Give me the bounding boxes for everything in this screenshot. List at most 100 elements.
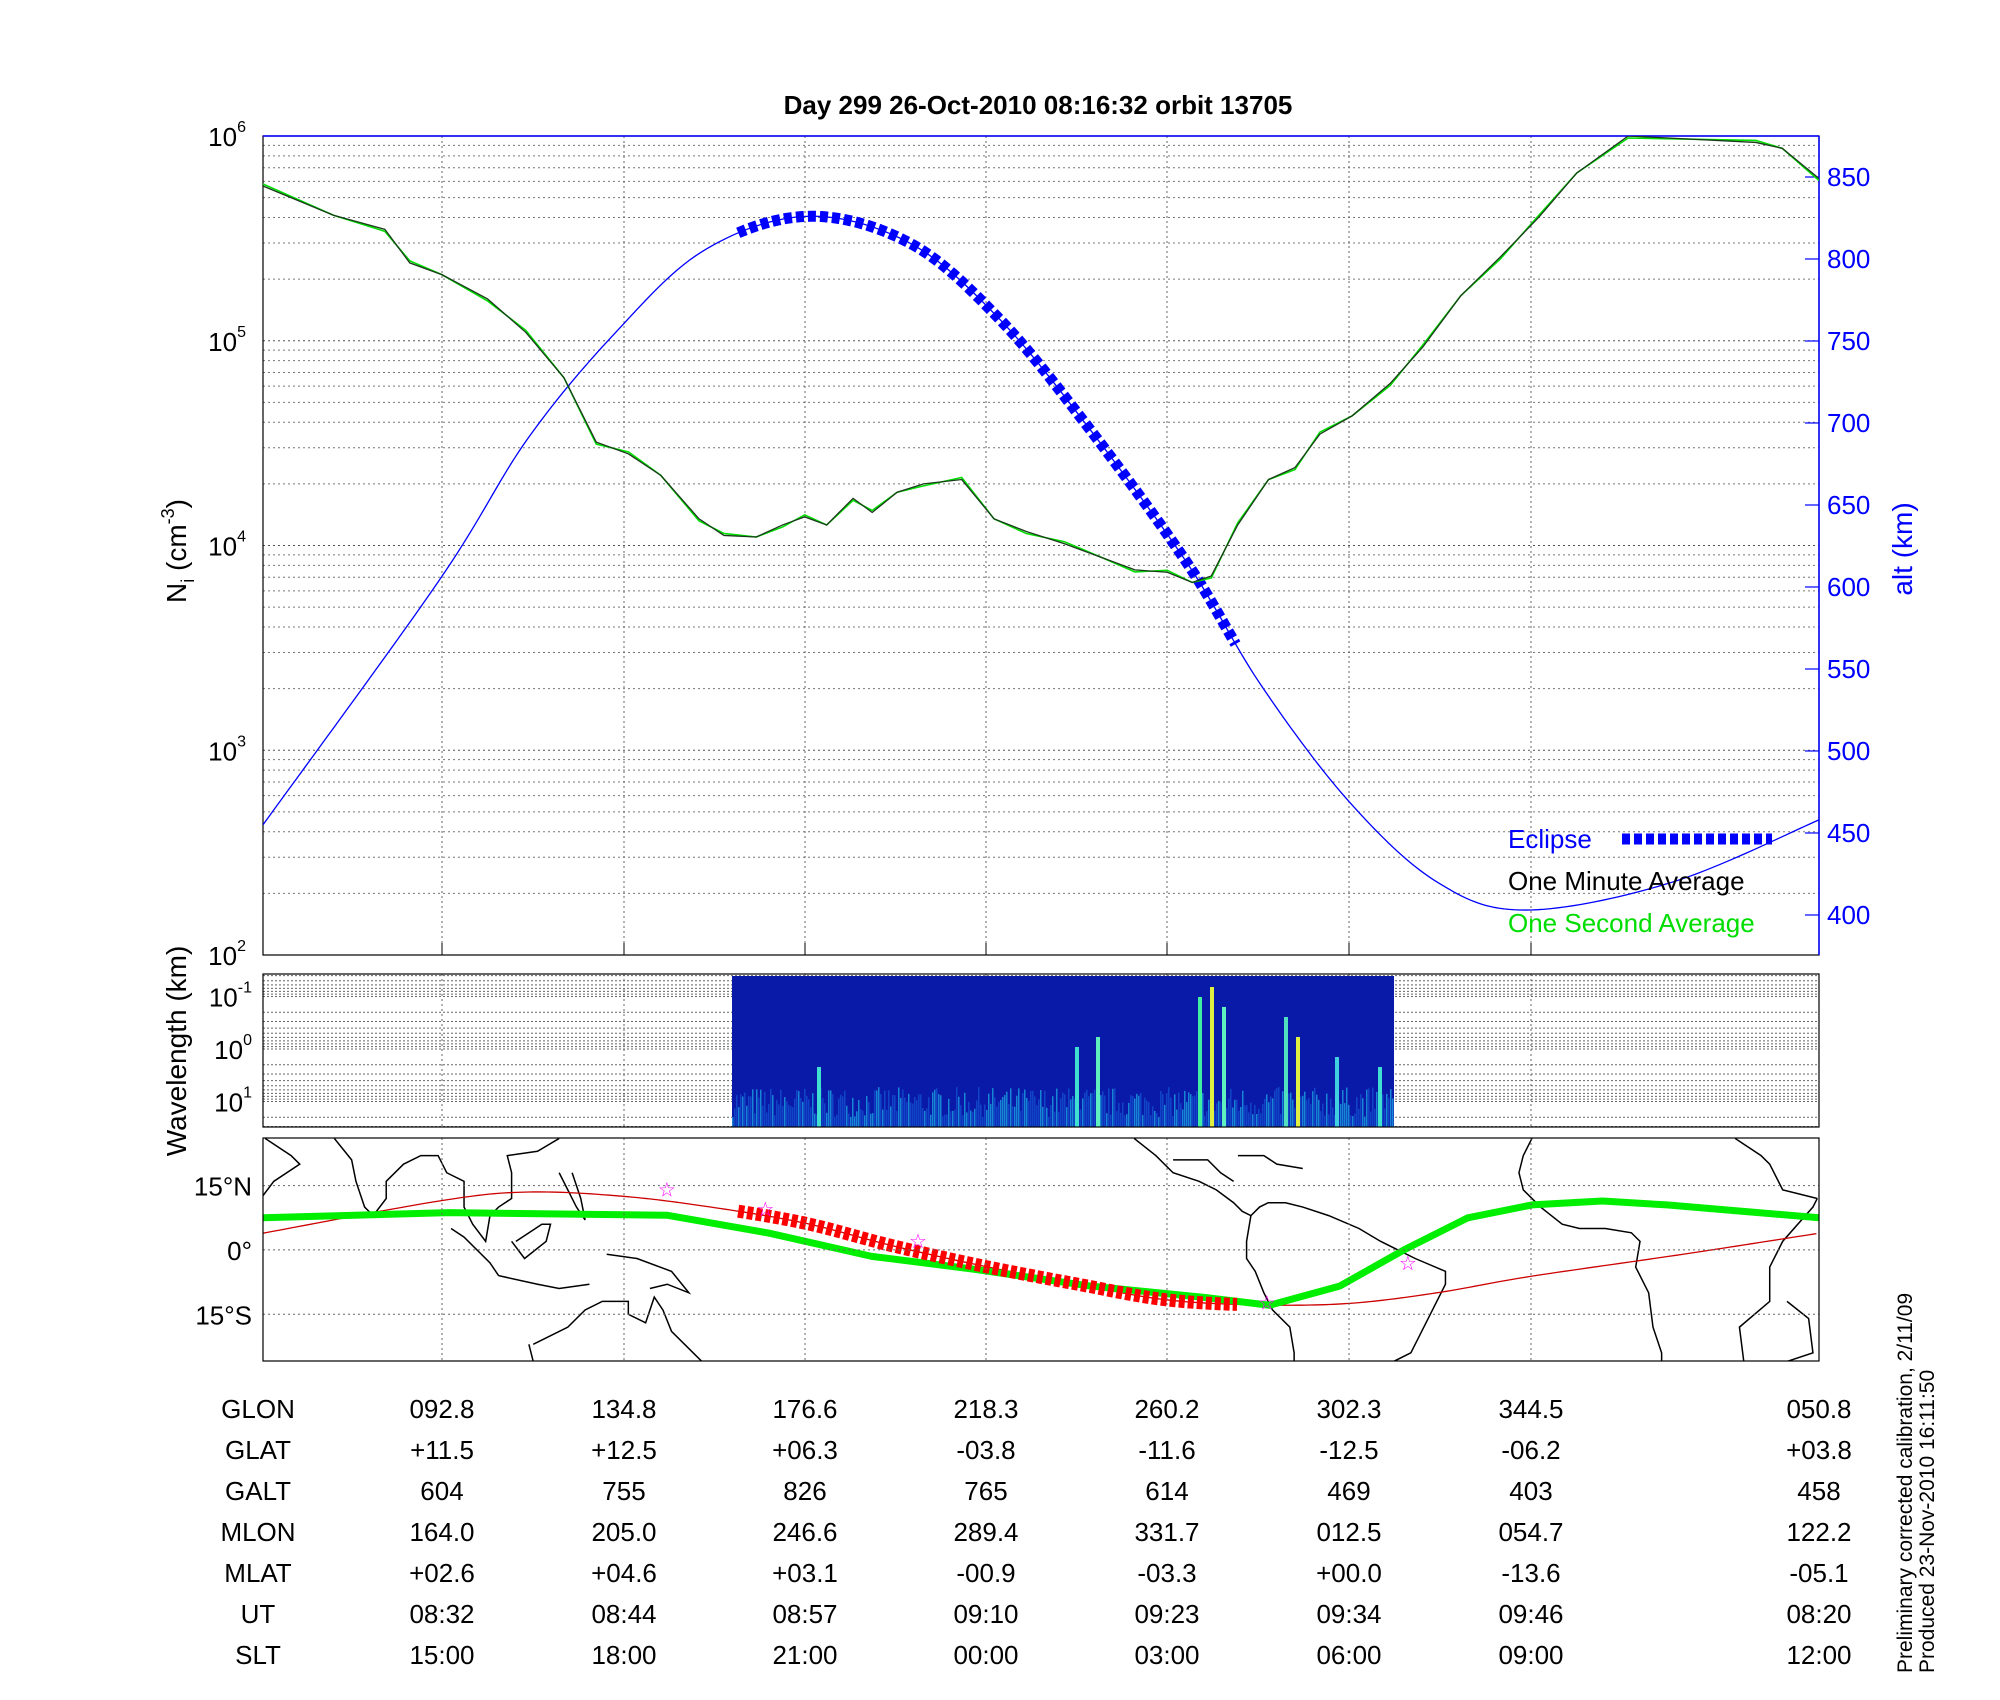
table-cell: 302.3	[1316, 1394, 1381, 1424]
spectrogram-column	[1034, 1096, 1036, 1127]
spectrogram-column	[900, 1098, 902, 1127]
tick-base: 10	[214, 1035, 243, 1065]
spectrogram-column	[784, 1097, 786, 1127]
spectrogram-column	[1234, 1099, 1236, 1127]
spectrogram-column	[854, 1116, 856, 1127]
spectrogram-column	[1048, 1116, 1050, 1127]
spectrogram-column	[1148, 1102, 1150, 1127]
spectrogram-column	[922, 1108, 924, 1127]
spectrogram-column	[1090, 1093, 1092, 1127]
spectrogram-column	[760, 1089, 762, 1127]
spectrogram-column	[1104, 1095, 1106, 1127]
y-tick-label: 103	[208, 733, 246, 766]
spectrogram-column	[1208, 1099, 1210, 1127]
table-cell: 260.2	[1134, 1394, 1199, 1424]
calibration-note: Preliminary corrected calibration, 2/11/…	[1894, 1293, 1917, 1673]
spectrogram-column	[904, 1097, 906, 1127]
spectrogram-column	[1262, 1103, 1264, 1127]
y-tick-label: 106	[208, 119, 246, 152]
table-cell: -06.2	[1501, 1435, 1560, 1465]
spectrogram-column	[1054, 1111, 1056, 1127]
row-label: GALT	[225, 1476, 291, 1506]
y2-tick-label: 850	[1827, 162, 1870, 192]
spectrogram-column	[838, 1098, 840, 1127]
legend-eclipse-label: Eclipse	[1508, 824, 1592, 854]
table-cell: 09:46	[1498, 1599, 1563, 1629]
table-row: GALT 604 755 826 765 614 469 403 458	[225, 1476, 1841, 1506]
spectrogram-column	[1252, 1114, 1254, 1127]
table-cell: 344.5	[1498, 1394, 1563, 1424]
spectrogram-column	[1004, 1095, 1006, 1127]
spectrogram-column	[1206, 1111, 1208, 1127]
table-cell: 403	[1509, 1476, 1552, 1506]
spectrogram-burst	[1096, 1037, 1100, 1127]
tick-base: 10	[214, 1088, 243, 1118]
spectrogram-column	[1360, 1094, 1362, 1127]
spectrogram-column	[1344, 1103, 1346, 1127]
spectrogram-column	[956, 1087, 958, 1127]
spectrogram-column	[1086, 1089, 1088, 1127]
spectrogram-column	[1248, 1112, 1250, 1127]
spectrogram-column	[828, 1090, 830, 1127]
spectrogram-column	[736, 1095, 738, 1127]
spectrogram-column	[1026, 1097, 1028, 1127]
spectrogram-column	[1182, 1109, 1184, 1127]
tick-exponent: 0	[243, 1032, 252, 1049]
spectrogram-column	[918, 1094, 920, 1127]
spectrogram-column	[1340, 1104, 1342, 1127]
spectrogram-column	[1144, 1097, 1146, 1127]
spectrogram-column	[1106, 1113, 1108, 1127]
spectrogram-column	[1146, 1100, 1148, 1127]
coastline	[1133, 1138, 1447, 1361]
table-cell: 331.7	[1134, 1517, 1199, 1547]
table-cell: 012.5	[1316, 1517, 1381, 1547]
table-row: GLAT +11.5 +12.5 +06.3 -03.8 -11.6 -12.5 -06.2 +…	[225, 1435, 1852, 1465]
spectrogram-column	[936, 1088, 938, 1127]
row-label: MLAT	[224, 1558, 292, 1588]
spectrogram-column	[1236, 1099, 1238, 1127]
spectrogram-column	[768, 1104, 770, 1127]
spectrogram-column	[1358, 1108, 1360, 1127]
spectrogram-column	[808, 1099, 810, 1127]
spectrogram-column	[1180, 1103, 1182, 1127]
spectrogram-column	[938, 1094, 940, 1127]
spectrogram-column	[1042, 1106, 1044, 1127]
spectrogram-column	[1108, 1088, 1110, 1127]
spectrogram-column	[972, 1111, 974, 1127]
spectrogram-column	[1388, 1098, 1390, 1127]
spectrogram-column	[1014, 1106, 1016, 1127]
spectrogram-column	[1088, 1096, 1090, 1127]
table-row: SLT 15:00 18:00 21:00 00:00 03:00 06:00 09:00 12…	[235, 1640, 1851, 1670]
spectrogram-column	[888, 1090, 890, 1127]
spectrogram-column	[836, 1114, 838, 1127]
spectrogram-column	[1140, 1092, 1142, 1127]
spectrogram-column	[1374, 1108, 1376, 1127]
spectrogram-column	[812, 1093, 814, 1127]
spectrogram-column	[1356, 1097, 1358, 1127]
spectrogram-column	[1228, 1098, 1230, 1127]
table-cell: 164.0	[409, 1517, 474, 1547]
spectrogram-column	[822, 1098, 824, 1127]
spectrogram-column	[1390, 1089, 1392, 1127]
spectrogram-column	[1008, 1103, 1010, 1127]
spectrogram-column	[740, 1094, 742, 1127]
spectrogram-column	[898, 1087, 900, 1127]
spectrogram-column	[1202, 1093, 1204, 1127]
spectrogram-column	[968, 1101, 970, 1127]
spectrogram-column	[998, 1102, 1000, 1127]
table-cell: 06:00	[1316, 1640, 1381, 1670]
spectrogram-column	[1142, 1115, 1144, 1127]
spectrogram-column	[1308, 1098, 1310, 1127]
y-tick-label: 104	[208, 529, 246, 562]
row-label: SLT	[235, 1640, 281, 1670]
spectrogram-column	[1154, 1110, 1156, 1127]
coastline	[1237, 1154, 1303, 1170]
table-cell: +02.6	[409, 1558, 475, 1588]
y-tick-exponent: 3	[237, 733, 246, 750]
y-tick-base: 10	[208, 532, 237, 562]
map-axes-box	[262, 1137, 1820, 1362]
spectrogram-column	[1266, 1094, 1268, 1127]
spectrogram-column	[1066, 1107, 1068, 1127]
